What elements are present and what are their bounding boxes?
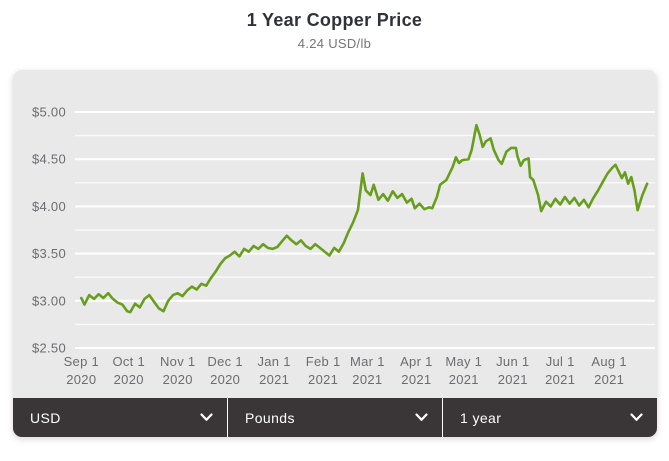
svg-text:Apr 1: Apr 1: [400, 354, 433, 369]
chevron-down-icon: [415, 413, 428, 421]
chart-card: $5.00 $4.50 $4.00 $3.50 $3.00 $2.50 Sep 1 2020 O…: [13, 70, 657, 437]
svg-text:$3.50: $3.50: [32, 246, 66, 261]
svg-text:Jul 1: Jul 1: [546, 354, 575, 369]
svg-text:2021: 2021: [449, 372, 479, 387]
svg-text:May 1: May 1: [445, 354, 482, 369]
svg-text:Jun 1: Jun 1: [496, 354, 529, 369]
price-line: [80, 123, 649, 314]
page-title: 1 Year Copper Price: [246, 10, 423, 30]
timerange-dropdown-value: 1 year: [460, 409, 502, 426]
chevron-down-icon: [630, 413, 643, 421]
svg-text:2020: 2020: [210, 372, 240, 387]
chart-area: $5.00 $4.50 $4.00 $3.50 $3.00 $2.50 Sep 1 2020 O…: [13, 70, 657, 398]
controls-bar: USD Pounds 1 year: [13, 398, 657, 437]
svg-text:2020: 2020: [163, 372, 193, 387]
svg-text:2021: 2021: [545, 372, 575, 387]
svg-text:$3.00: $3.00: [32, 293, 66, 308]
svg-text:2021: 2021: [594, 372, 624, 387]
svg-text:Aug 1: Aug 1: [591, 354, 626, 369]
svg-text:2020: 2020: [66, 372, 96, 387]
chevron-down-icon: [200, 413, 213, 421]
minor-gridlines: [75, 134, 655, 326]
svg-text:Nov 1: Nov 1: [160, 354, 195, 369]
currency-dropdown-value: USD: [30, 409, 61, 426]
svg-text:$4.00: $4.00: [32, 199, 66, 214]
svg-text:Dec 1: Dec 1: [207, 354, 242, 369]
svg-text:Jan 1: Jan 1: [257, 354, 290, 369]
svg-text:2021: 2021: [259, 372, 289, 387]
svg-text:Feb 1: Feb 1: [306, 354, 341, 369]
svg-text:2020: 2020: [114, 372, 144, 387]
major-gridlines: [75, 111, 655, 349]
unit-dropdown-value: Pounds: [245, 409, 295, 426]
svg-text:$4.50: $4.50: [32, 152, 66, 167]
svg-text:2021: 2021: [352, 372, 382, 387]
timerange-dropdown[interactable]: 1 year: [442, 398, 657, 437]
y-axis-labels: $5.00 $4.50 $4.00 $3.50 $3.00 $2.50: [32, 105, 66, 356]
svg-text:Sep 1: Sep 1: [64, 354, 99, 369]
chart-header: 1 Year Copper Price 4.24 USD/lb: [0, 0, 669, 51]
svg-text:Mar 1: Mar 1: [350, 354, 385, 369]
svg-text:2021: 2021: [498, 372, 528, 387]
svg-text:$5.00: $5.00: [32, 105, 66, 120]
svg-text:Oct 1: Oct 1: [112, 354, 145, 369]
x-axis-labels: Sep 1 2020 Oct 1 2020 Nov 1 2020 Dec 1 2020 Jan …: [64, 354, 627, 387]
currency-dropdown[interactable]: USD: [13, 398, 227, 437]
svg-text:$2.50: $2.50: [32, 341, 66, 356]
svg-text:2021: 2021: [401, 372, 431, 387]
page-subtitle: 4.24 USD/lb: [297, 36, 372, 51]
unit-dropdown[interactable]: Pounds: [227, 398, 442, 437]
svg-text:2021: 2021: [308, 372, 338, 387]
